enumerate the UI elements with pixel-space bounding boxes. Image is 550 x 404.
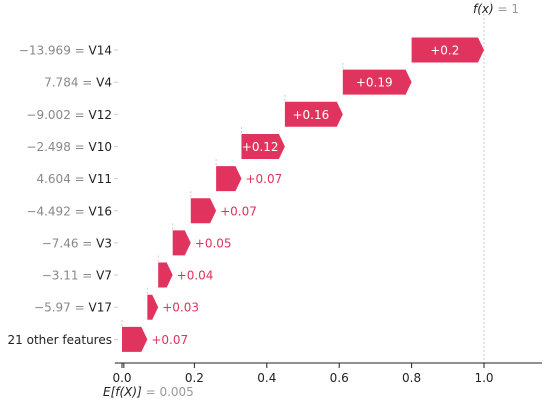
bar-value-label: +0.07 <box>220 204 257 218</box>
output-label-prefix: f(x) <box>473 2 494 16</box>
x-tick-label: 0.2 <box>185 371 204 385</box>
bar-value-label: +0.2 <box>430 44 459 58</box>
feature-value: 7.784 = <box>44 76 96 90</box>
feature-value: −7.46 = <box>42 236 96 250</box>
output-value-label: f(x) = 1 <box>473 2 519 16</box>
bar-value-label: +0.16 <box>292 108 329 122</box>
feature-value: −3.11 = <box>42 269 96 283</box>
feature-label: −13.969 = V14 <box>19 44 112 58</box>
x-tick-label: 1.0 <box>474 371 493 385</box>
base-label-prefix: E[f(X)] <box>103 385 142 399</box>
feature-value: −4.492 = <box>26 204 88 218</box>
bar-value-label: +0.04 <box>177 269 214 283</box>
feature-value: −2.498 = <box>26 140 88 154</box>
bar-value-label: +0.19 <box>356 76 393 90</box>
feature-name: 21 other features <box>8 333 112 347</box>
bar-value-label: +0.07 <box>151 333 188 347</box>
feature-name: V11 <box>89 172 112 186</box>
feature-label: −9.002 = V12 <box>26 108 112 122</box>
feature-label: −5.97 = V17 <box>34 301 112 315</box>
x-axis: 0.0 0.2 0.4 0.6 0.8 1.0 <box>112 362 542 385</box>
waterfall-bar <box>284 101 343 127</box>
output-label-value: = 1 <box>494 2 519 16</box>
bar-value-label: +0.07 <box>245 172 282 186</box>
feature-label: −3.11 = V7 <box>42 269 112 283</box>
feature-value: 4.604 = <box>36 172 88 186</box>
feature-name: V12 <box>89 108 112 122</box>
waterfall-bar <box>147 294 159 320</box>
y-axis-labels: −13.969 = V14 7.784 = V4 −9.002 = V12 −2.49… <box>8 44 118 347</box>
feature-value: −5.97 = <box>34 301 88 315</box>
waterfall-bar <box>158 262 173 288</box>
x-tick-label: 0.4 <box>257 371 276 385</box>
waterfall-bar <box>241 133 285 159</box>
feature-name: V14 <box>89 44 112 58</box>
bar-value-label: +0.05 <box>195 236 232 250</box>
waterfall-bar <box>216 166 242 192</box>
feature-label: 4.604 = V11 <box>36 172 112 186</box>
feature-name: V3 <box>96 236 112 250</box>
waterfall-bar <box>122 326 148 352</box>
base-label-value: = 0.005 <box>142 385 194 399</box>
x-tick-label: 0.8 <box>402 371 421 385</box>
bar-value-label: +0.12 <box>242 140 279 154</box>
feature-label: 21 other features <box>8 333 112 347</box>
feature-name: V16 <box>89 204 112 218</box>
x-tick-label: 0.0 <box>112 371 131 385</box>
feature-name: V10 <box>89 140 112 154</box>
feature-name: V7 <box>96 269 112 283</box>
feature-name: V17 <box>89 301 112 315</box>
feature-name: V4 <box>96 76 112 90</box>
x-tick-label: 0.6 <box>330 371 349 385</box>
bar-value-label: +0.03 <box>162 301 199 315</box>
feature-label: −4.492 = V16 <box>26 204 112 218</box>
waterfall-bar <box>172 230 191 256</box>
feature-label: 7.784 = V4 <box>44 76 112 90</box>
feature-value: −9.002 = <box>26 108 88 122</box>
waterfall-bar <box>342 69 412 95</box>
feature-label: −7.46 = V3 <box>42 236 112 250</box>
feature-value: −13.969 = <box>19 44 89 58</box>
guide-lines <box>121 14 485 363</box>
waterfall-bar <box>190 198 217 224</box>
base-value-label: E[f(X)] = 0.005 <box>103 385 194 399</box>
bars-group: +0.2 +0.19 +0.16 +0.12 +0.07 +0.07 +0.05 +0.04 +… <box>122 37 484 352</box>
waterfall-bar <box>411 37 484 63</box>
feature-label: −2.498 = V10 <box>26 140 112 154</box>
